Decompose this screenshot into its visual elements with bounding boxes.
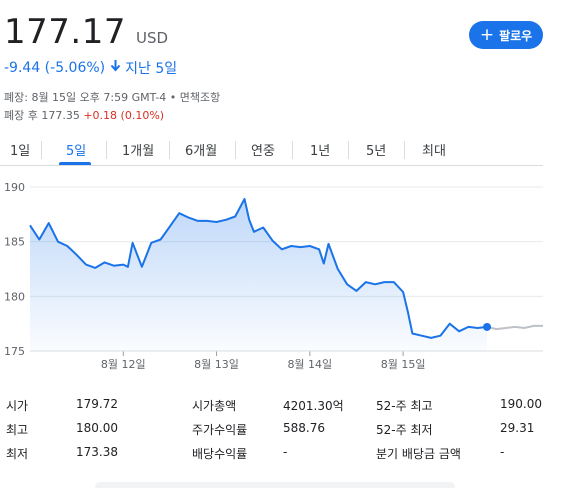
y-tick-label: 175 (4, 345, 25, 358)
stat-label: 시가총액 (192, 399, 237, 413)
price-header: 177.17 USD (4, 12, 168, 52)
active-tab-indicator (59, 162, 91, 165)
current-price: 177.17 (4, 12, 126, 52)
more-button-bar[interactable] (95, 482, 455, 488)
price-chart-svg: 190 185 180 175 8월 12일 8월 13일 8월 14일 8월 15일 (4, 181, 543, 371)
arrow-down-icon (110, 60, 121, 76)
after-hours-line (486, 324, 543, 331)
plus-icon: + (479, 24, 495, 45)
stat-label: 52-주 최고 (376, 399, 433, 413)
after-hours-change: +0.18 (0.10%) (83, 109, 165, 122)
tab-5y[interactable]: 5년 (366, 143, 387, 159)
stat-label: 분기 배당금 금액 (376, 447, 461, 461)
after-hours-price: 폐장 후 177.35 (4, 109, 80, 122)
tab-divider (348, 141, 349, 159)
tab-5d[interactable]: 5일 (66, 143, 87, 159)
y-tick-label: 190 (4, 181, 25, 194)
stat-label: 주가수익률 (192, 423, 248, 437)
market-closed-info: 폐장: 8월 15일 오후 7:59 GMT-4 • 면책조항 (4, 91, 221, 104)
y-tick-label: 180 (4, 290, 25, 303)
price-line (29, 198, 488, 339)
x-tick-label: 8월 15일 (381, 357, 426, 371)
tabs-divider-line (0, 165, 543, 166)
stat-label: 배당수익률 (192, 447, 248, 461)
tab-1d[interactable]: 1일 (10, 143, 31, 159)
tab-1y[interactable]: 1년 (310, 143, 331, 159)
currency-label: USD (135, 29, 169, 47)
x-tick-label: 8월 14일 (287, 357, 332, 371)
stat-value: 180.00 (76, 421, 118, 435)
x-tick-label: 8월 12일 (101, 357, 146, 371)
tab-ytd[interactable]: 연중 (251, 143, 275, 159)
stat-value: 588.76 (283, 421, 325, 435)
price-area (30, 199, 487, 351)
price-chart[interactable]: 190 185 180 175 8월 12일 8월 13일 8월 14일 8월 15일 (0, 170, 581, 380)
stat-value: - (500, 445, 505, 459)
stat-label: 52-주 최저 (376, 423, 433, 437)
tab-1m[interactable]: 1개월 (122, 143, 155, 159)
price-change: -9.44 (-5.06%) 지난 5일 (4, 58, 177, 78)
current-price-dot (483, 322, 492, 331)
after-hours-info: 폐장 후 177.35 +0.18 (0.10%) (4, 107, 164, 123)
x-tick-label: 8월 13일 (194, 357, 239, 371)
stat-value: 29.31 (500, 421, 535, 435)
tab-divider (292, 141, 293, 159)
change-value: -9.44 (-5.06%) (4, 60, 106, 76)
stat-value: 190.00 (500, 397, 542, 411)
stat-value: 173.38 (76, 445, 118, 459)
tab-divider (404, 141, 405, 159)
stat-label: 최고 (6, 423, 29, 437)
follow-button[interactable]: + 팔로우 (469, 21, 543, 49)
tab-max[interactable]: 최대 (422, 143, 446, 159)
y-tick-label: 185 (4, 236, 25, 249)
tab-divider (169, 141, 170, 159)
stat-value: 179.72 (76, 397, 118, 411)
stat-label: 시가 (6, 399, 29, 413)
tab-divider (235, 141, 236, 159)
tab-divider (41, 141, 42, 159)
follow-button-label: 팔로우 (499, 28, 533, 43)
stat-value: 4201.30억 (283, 399, 344, 413)
stat-label: 최저 (6, 447, 29, 461)
tab-divider (106, 141, 107, 159)
stat-value: - (283, 445, 288, 459)
tab-6m[interactable]: 6개월 (185, 143, 218, 159)
change-period: 지난 5일 (125, 61, 178, 77)
range-tabs: 1일 5일 1개월 6개월 연중 1년 5년 최대 (0, 134, 581, 168)
